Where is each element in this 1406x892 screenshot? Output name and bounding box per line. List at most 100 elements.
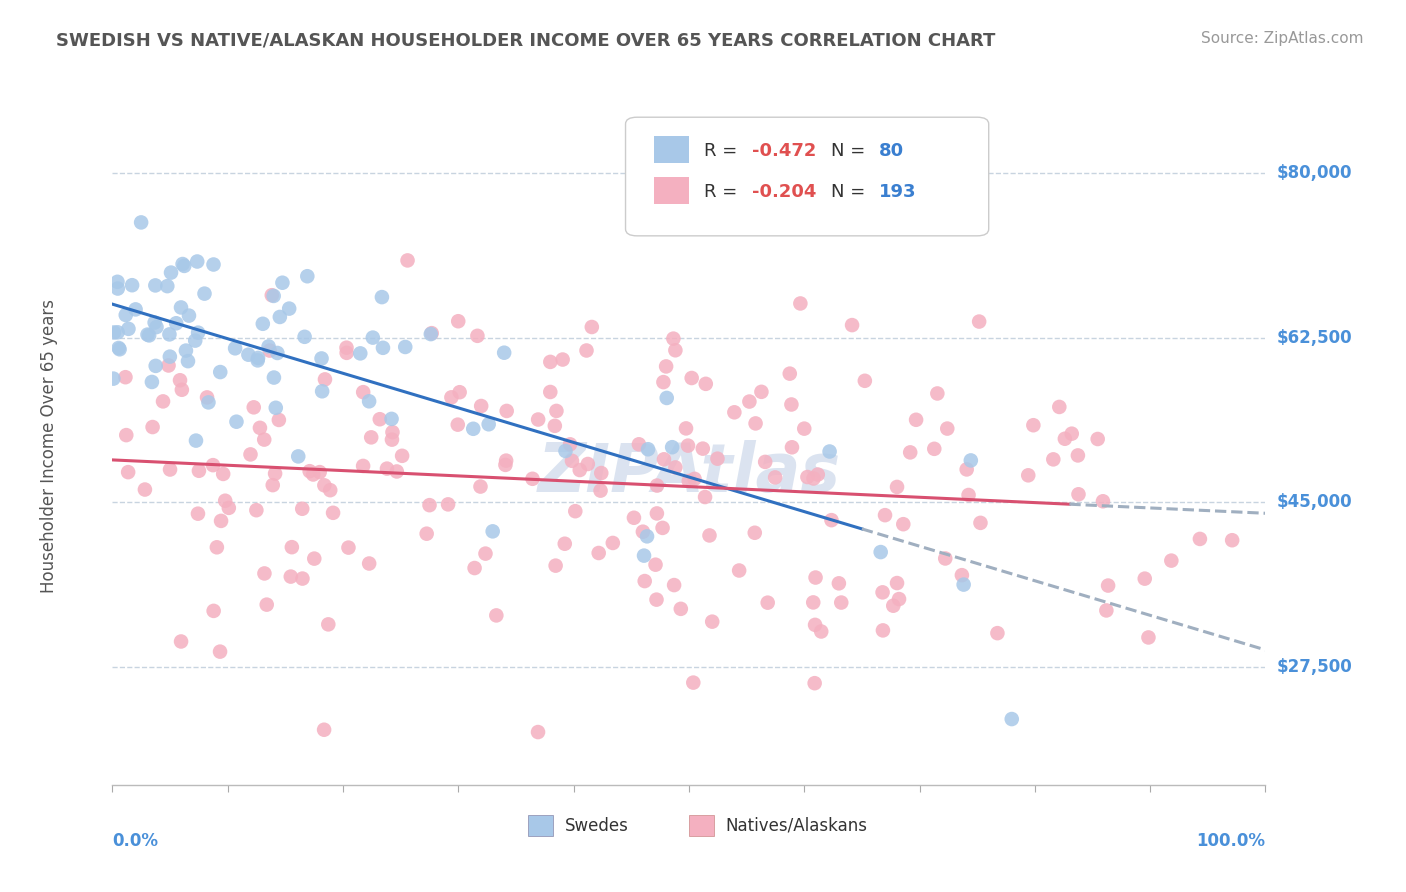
- Point: [723, 405, 745, 419]
- Point: [558, 437, 581, 451]
- Point: [959, 453, 981, 467]
- Point: [264, 467, 287, 481]
- Point: [197, 395, 219, 409]
- Point: [544, 418, 567, 433]
- Point: [117, 465, 139, 479]
- Point: [744, 525, 766, 540]
- Point: [661, 440, 683, 454]
- Point: [352, 458, 374, 473]
- Text: -0.472: -0.472: [752, 142, 817, 160]
- Point: [1095, 603, 1118, 617]
- Point: [184, 434, 207, 448]
- Point: [495, 453, 517, 467]
- Point: [186, 254, 208, 268]
- Point: [702, 615, 724, 629]
- Point: [264, 401, 287, 415]
- Point: [298, 464, 321, 478]
- Point: [1067, 487, 1090, 501]
- Point: [246, 353, 269, 368]
- Point: [143, 316, 166, 330]
- Point: [957, 488, 980, 502]
- Point: [291, 501, 314, 516]
- Point: [756, 596, 779, 610]
- Point: [1067, 449, 1090, 463]
- Point: [396, 253, 419, 268]
- Point: [950, 568, 973, 582]
- Point: [385, 465, 408, 479]
- Point: [627, 437, 650, 451]
- Point: [108, 343, 131, 357]
- Point: [467, 328, 489, 343]
- Point: [655, 391, 678, 405]
- Point: [664, 460, 686, 475]
- Point: [789, 296, 811, 310]
- Point: [538, 355, 561, 369]
- Point: [645, 592, 668, 607]
- Point: [699, 528, 721, 542]
- Point: [437, 497, 460, 511]
- Point: [253, 433, 276, 447]
- Point: [853, 374, 876, 388]
- Point: [561, 454, 583, 468]
- Point: [174, 343, 197, 358]
- Point: [751, 384, 773, 399]
- Point: [744, 417, 766, 431]
- Point: [986, 626, 1008, 640]
- Point: [967, 314, 990, 328]
- Point: [1022, 418, 1045, 433]
- Point: [311, 384, 333, 399]
- Point: [576, 457, 599, 471]
- Point: [202, 604, 225, 618]
- Point: [352, 385, 374, 400]
- Point: [359, 394, 381, 409]
- Point: [568, 463, 591, 477]
- Point: [368, 412, 391, 426]
- Point: [117, 322, 139, 336]
- Point: [728, 564, 751, 578]
- Point: [1087, 432, 1109, 446]
- Point: [269, 310, 291, 324]
- Point: [371, 290, 394, 304]
- Text: R =: R =: [704, 183, 742, 201]
- Point: [695, 376, 717, 391]
- Point: [209, 365, 232, 379]
- Point: [302, 467, 325, 482]
- Point: [322, 506, 344, 520]
- Point: [1060, 426, 1083, 441]
- Point: [481, 524, 503, 539]
- Point: [1133, 572, 1156, 586]
- Point: [145, 320, 167, 334]
- Point: [905, 413, 928, 427]
- Point: [887, 592, 910, 607]
- Point: [927, 386, 949, 401]
- Point: [419, 327, 441, 342]
- Point: [922, 442, 945, 456]
- Point: [114, 308, 136, 322]
- Point: [195, 391, 218, 405]
- FancyBboxPatch shape: [689, 815, 714, 836]
- Point: [779, 367, 801, 381]
- Point: [527, 412, 550, 426]
- Point: [280, 569, 302, 583]
- Point: [763, 470, 786, 484]
- Point: [494, 458, 516, 472]
- Point: [271, 276, 294, 290]
- Point: [360, 430, 382, 444]
- Point: [262, 478, 284, 492]
- Point: [495, 404, 517, 418]
- Point: [1017, 468, 1039, 483]
- Point: [114, 370, 136, 384]
- Point: [554, 537, 576, 551]
- Point: [934, 551, 956, 566]
- Point: [581, 320, 603, 334]
- Point: [676, 439, 699, 453]
- Text: Source: ZipAtlas.com: Source: ZipAtlas.com: [1201, 31, 1364, 46]
- Point: [249, 421, 271, 435]
- Point: [187, 507, 209, 521]
- Point: [675, 421, 697, 435]
- Point: [804, 618, 827, 632]
- Point: [152, 394, 174, 409]
- Point: [886, 576, 908, 591]
- Point: [652, 452, 675, 467]
- Text: Natives/Alaskans: Natives/Alaskans: [725, 817, 868, 835]
